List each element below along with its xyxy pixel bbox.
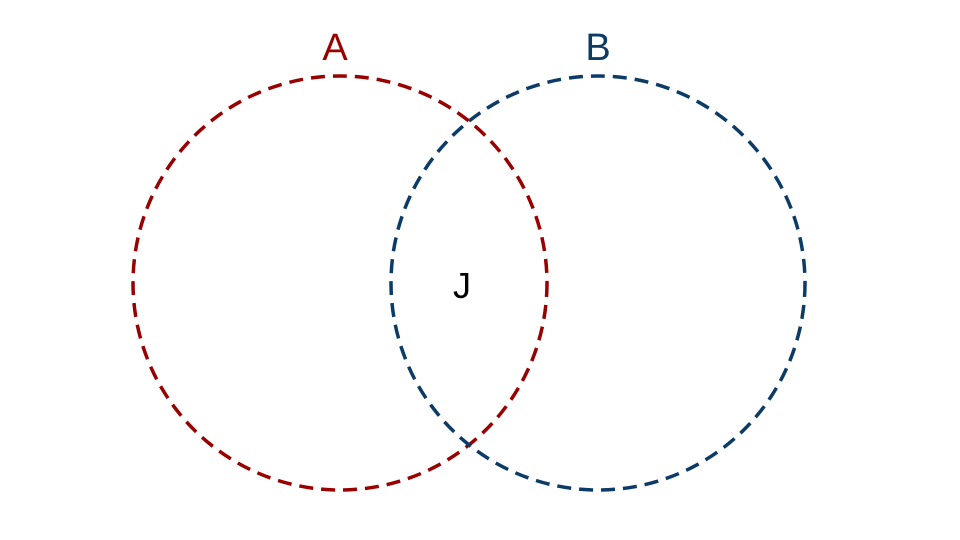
set-b-label: B — [585, 27, 610, 69]
set-a-circle — [131, 74, 549, 492]
set-b-circle — [389, 74, 807, 492]
set-a-label: A — [322, 27, 348, 69]
intersection-label: J — [453, 265, 471, 306]
